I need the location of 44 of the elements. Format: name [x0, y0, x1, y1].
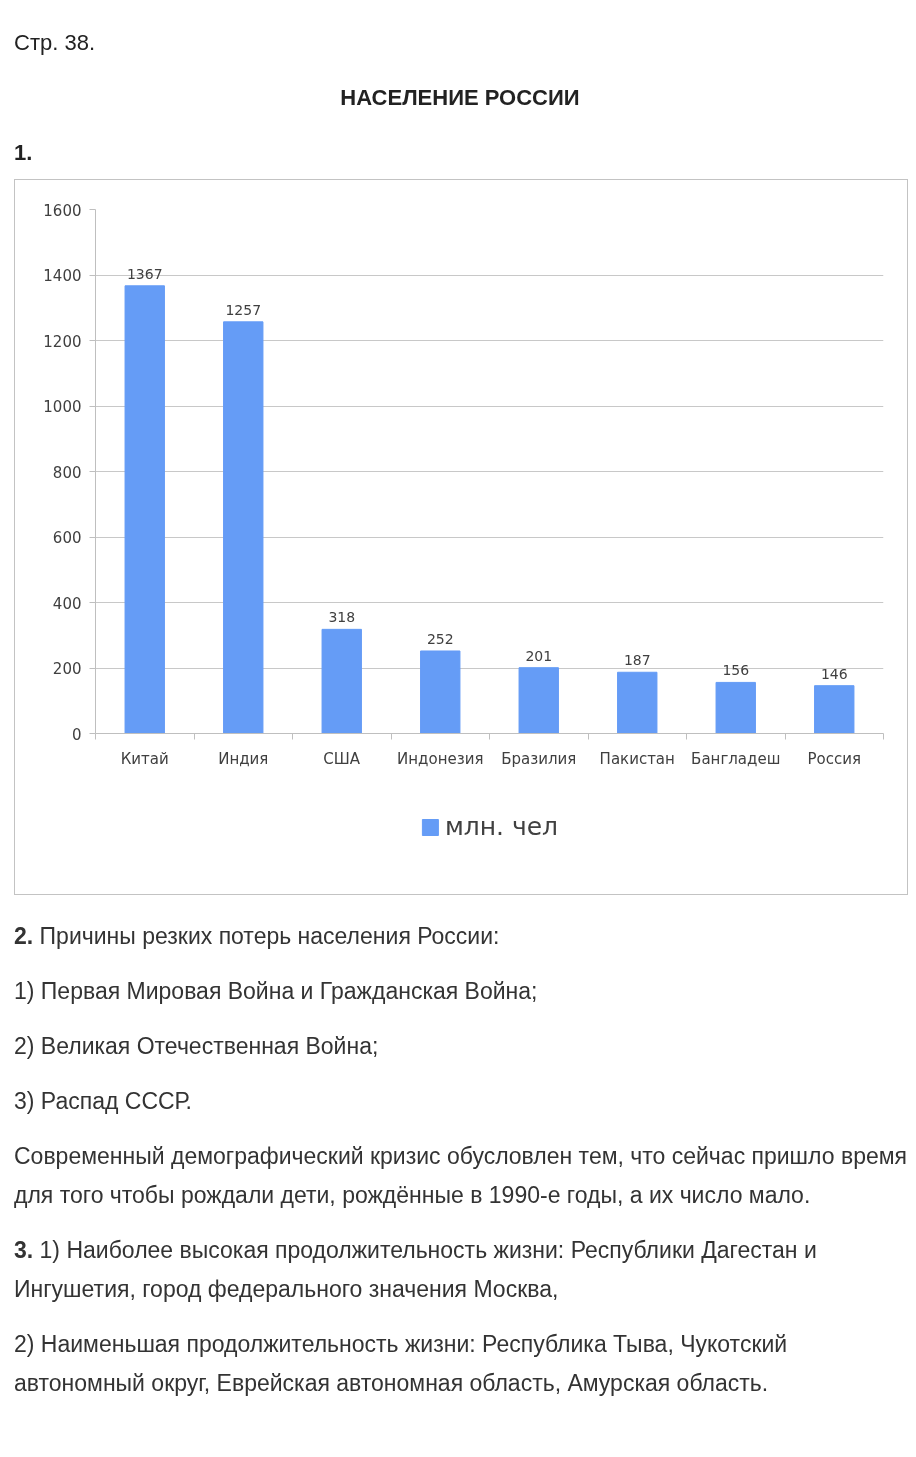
- bar: [420, 650, 461, 734]
- y-tick-label: 400: [52, 594, 82, 613]
- text: 3. 1) Наиболее высокая продолжительность жизни: Республики Дагестан и Ингушетия, город федерального значения Москва,: [14, 1236, 818, 1304]
- x-tick-label: Китай: [120, 749, 169, 768]
- legend-label: млн. чел: [444, 812, 559, 841]
- text: 2) Великая Отечественная Война;: [14, 1032, 379, 1061]
- bar: [617, 671, 658, 734]
- bar: [518, 667, 559, 734]
- bar: [321, 628, 362, 734]
- x-tick-label: Индия: [218, 749, 269, 768]
- text: 2. Причины резких потерь населения России:: [14, 922, 500, 951]
- y-tick-label: 1000: [43, 398, 82, 416]
- text: Современный демографический кризис обусловлен тем, что сейчас пришло время для того чтобы рождали дети, рождённые в 1990-е годы, а их число мало.: [14, 1142, 908, 1210]
- data-label: 187: [623, 652, 651, 669]
- text: 1.: [14, 140, 33, 165]
- data-label: 252: [426, 630, 454, 647]
- data-label: 318: [328, 609, 356, 626]
- data-label: 1367: [126, 265, 163, 282]
- y-tick-label: 1400: [43, 267, 82, 285]
- bar: [223, 321, 264, 734]
- x-tick-label: США: [323, 749, 361, 768]
- y-tick-label: 200: [52, 660, 82, 678]
- data-label: 156: [722, 662, 750, 679]
- y-tick-label: 1600: [43, 201, 82, 220]
- bar: [124, 285, 165, 734]
- x-tick-label: Россия: [807, 749, 862, 768]
- x-tick-label: Бангладеш: [691, 749, 781, 768]
- x-tick-label: Индонезия: [397, 749, 484, 768]
- data-label: 146: [820, 665, 848, 682]
- y-tick-label: 600: [52, 529, 82, 547]
- x-tick-label: Пакистан: [599, 749, 675, 768]
- data-label: 201: [525, 647, 553, 664]
- chart-title: НАСЕЛЕНИЕ РОССИИ: [340, 85, 580, 110]
- y-tick-label: 0: [71, 725, 82, 744]
- bar: [814, 685, 855, 734]
- data-label: 1257: [225, 301, 262, 318]
- text: 1) Первая Мировая Война и Гражданская Война;: [14, 977, 538, 1006]
- text: 2) Наименьшая продолжительность жизни: Республика Тыва, Чукотский автономный округ, Еврейская автономная область, Амурская область.: [14, 1330, 789, 1398]
- y-tick-label: 1200: [43, 332, 82, 351]
- bar: [715, 681, 756, 734]
- text: 3) Распад СССР.: [14, 1087, 192, 1116]
- x-tick-label: Бразилия: [501, 749, 577, 768]
- text: Стр. 38.: [14, 30, 96, 55]
- y-tick-label: 800: [52, 463, 82, 482]
